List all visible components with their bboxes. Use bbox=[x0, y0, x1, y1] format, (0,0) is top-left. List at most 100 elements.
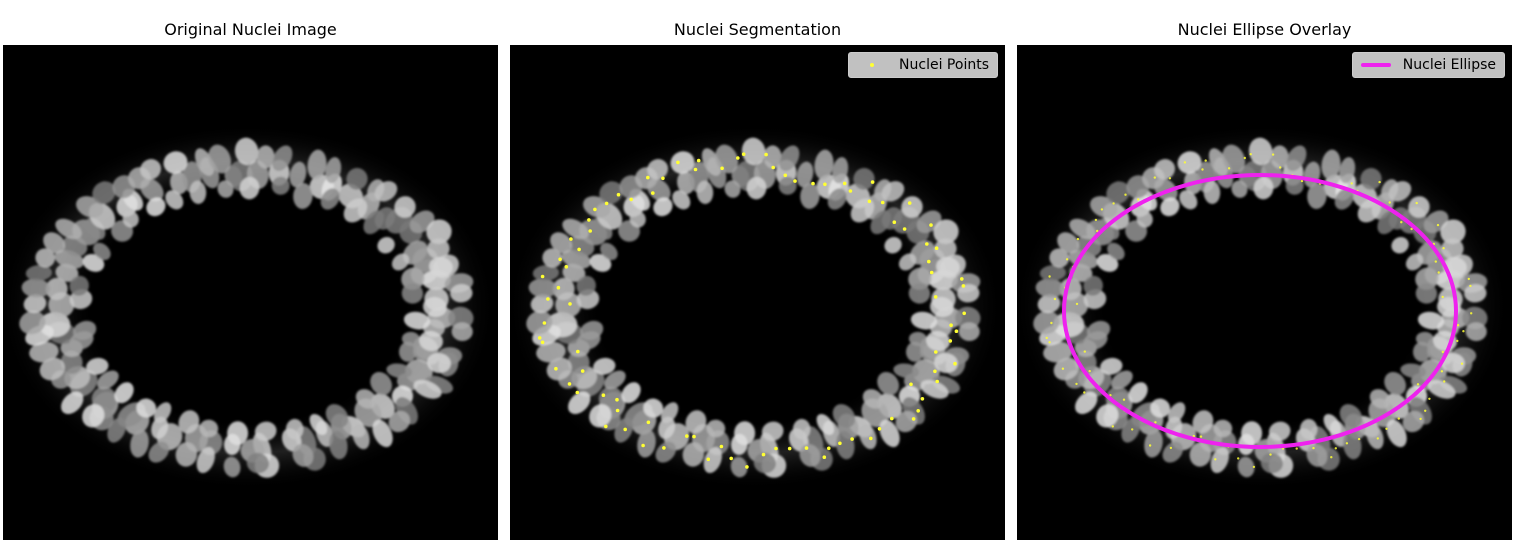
nuclei-point bbox=[1441, 350, 1444, 354]
nuclei-point bbox=[890, 416, 894, 421]
nuclei-point bbox=[604, 424, 608, 429]
nuclei-point bbox=[568, 302, 572, 306]
nuclei-point bbox=[1214, 458, 1217, 461]
nuclei-point bbox=[629, 197, 633, 202]
nuclei-point bbox=[949, 323, 953, 328]
nuclei-point bbox=[1269, 453, 1272, 456]
nuclei-point bbox=[1183, 161, 1187, 164]
nuclei-point bbox=[1441, 295, 1444, 299]
nuclei-point bbox=[771, 165, 775, 170]
nuclei-point bbox=[823, 182, 827, 187]
nuclei-point bbox=[1243, 156, 1246, 160]
nuclei-point bbox=[1456, 324, 1460, 327]
nuclei-point bbox=[1376, 437, 1379, 440]
nuclei-point bbox=[1397, 417, 1400, 420]
nuclei-point bbox=[1076, 237, 1080, 241]
legend: Nuclei Points bbox=[848, 52, 998, 78]
nuclei-point bbox=[1199, 435, 1203, 438]
nuclei-image-original bbox=[3, 45, 498, 540]
nuclei-point bbox=[948, 339, 953, 343]
nuclei-point bbox=[567, 382, 572, 386]
nuclei-point bbox=[1400, 221, 1403, 224]
nuclei-point bbox=[961, 284, 966, 288]
nuclei-point bbox=[729, 456, 733, 461]
nuclei-point bbox=[929, 223, 933, 227]
nuclei-point bbox=[1460, 362, 1464, 365]
nuclei-point bbox=[793, 179, 797, 183]
nuclei-point bbox=[827, 446, 831, 451]
nuclei-point bbox=[1065, 258, 1069, 261]
nuclei-image-overlay: Nuclei Ellipse bbox=[1017, 45, 1512, 540]
nuclei-point bbox=[685, 434, 689, 438]
nuclei-point bbox=[706, 457, 711, 462]
nuclei-point bbox=[877, 427, 882, 431]
nuclei-point bbox=[1456, 339, 1459, 343]
nuclei-point bbox=[1192, 434, 1195, 438]
nuclei-point bbox=[850, 437, 854, 441]
nuclei-point bbox=[1334, 447, 1337, 450]
nuclei-point bbox=[934, 350, 938, 354]
nuclei-point bbox=[916, 409, 920, 413]
nuclei-point bbox=[783, 173, 788, 178]
nuclei-point bbox=[720, 166, 724, 171]
nuclei-point bbox=[1434, 260, 1437, 263]
nuclei-point bbox=[934, 246, 939, 250]
nuclei-point bbox=[842, 181, 847, 186]
nuclei-point bbox=[588, 229, 592, 233]
nuclei-point bbox=[646, 420, 651, 425]
nuclei-point bbox=[1204, 159, 1207, 162]
nuclei-point bbox=[870, 180, 875, 184]
nuclei-point bbox=[1100, 208, 1104, 211]
nuclei-point bbox=[1075, 302, 1079, 306]
nuclei-point bbox=[1237, 457, 1240, 460]
nuclei-point bbox=[1088, 369, 1091, 373]
nuclei-ellipse bbox=[1062, 173, 1458, 449]
nuclei-point bbox=[764, 152, 768, 157]
nuclei-point bbox=[604, 201, 609, 206]
nuclei-point bbox=[1094, 218, 1098, 222]
nuclei-point bbox=[1053, 297, 1057, 301]
nuclei-point bbox=[774, 446, 778, 451]
panel-title: Nuclei Segmentation bbox=[673, 20, 842, 39]
nuclei-point bbox=[1111, 425, 1114, 428]
nuclei-point bbox=[933, 295, 938, 299]
nuclei-point bbox=[1148, 444, 1152, 447]
nuclei-point bbox=[1045, 336, 1048, 340]
nuclei-point bbox=[1075, 382, 1078, 386]
nuclei-point bbox=[1050, 321, 1053, 325]
nuclei-point bbox=[1201, 168, 1204, 171]
nuclei-point bbox=[953, 361, 957, 366]
nuclei-point bbox=[902, 227, 907, 231]
nuclei-point bbox=[804, 446, 809, 450]
nuclei-point bbox=[546, 297, 550, 301]
nuclei-point bbox=[1467, 277, 1470, 281]
nuclei-point bbox=[615, 408, 620, 413]
nuclei-point bbox=[1083, 350, 1086, 353]
nuclei-image-segmentation: Nuclei Points bbox=[510, 45, 1005, 540]
nuclei-point bbox=[575, 390, 580, 395]
nuclei-point bbox=[933, 369, 937, 374]
nuclei-point bbox=[616, 192, 621, 197]
nuclei-point bbox=[911, 417, 916, 421]
nuclei-point bbox=[1410, 227, 1413, 231]
nuclei-point bbox=[880, 200, 885, 205]
nuclei-point bbox=[676, 160, 680, 165]
nuclei-point bbox=[838, 441, 842, 446]
legend-label: Nuclei Points bbox=[899, 57, 989, 73]
nuclei-point bbox=[693, 167, 698, 172]
nuclei-point bbox=[1295, 447, 1298, 450]
nuclei-point bbox=[615, 397, 619, 402]
nuclei-point bbox=[1437, 271, 1440, 274]
nuclei-point bbox=[696, 158, 701, 163]
nuclei-point bbox=[869, 436, 873, 441]
nuclei-point bbox=[1443, 380, 1446, 383]
nuclei-point bbox=[1249, 153, 1252, 156]
nuclei-point bbox=[646, 175, 650, 180]
panel-original: Original Nuclei Image bbox=[3, 0, 498, 549]
nuclei-point bbox=[1440, 370, 1444, 373]
nuclei-point bbox=[892, 220, 897, 224]
nuclei-point bbox=[577, 247, 581, 252]
nuclei-point bbox=[576, 349, 580, 354]
nuclei-point bbox=[1083, 391, 1086, 394]
nuclei-point bbox=[569, 237, 573, 241]
